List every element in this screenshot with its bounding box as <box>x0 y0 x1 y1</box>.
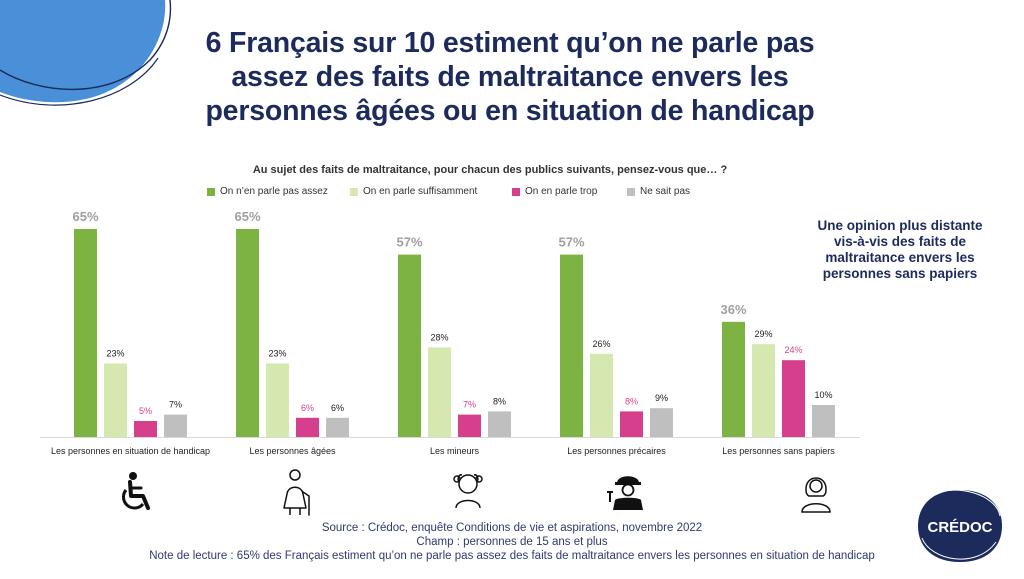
data-label: 8% <box>625 396 638 406</box>
data-label: 7% <box>169 400 182 410</box>
bar <box>782 360 805 437</box>
bar <box>650 408 673 437</box>
page-title: 6 Français sur 10 estiment qu’on ne parl… <box>150 26 870 128</box>
category-label: Les mineurs <box>430 446 480 456</box>
bar <box>620 411 643 437</box>
bar <box>590 353 613 437</box>
legend-swatch <box>350 187 358 196</box>
data-label: 9% <box>655 393 668 403</box>
chart-question: Au sujet des faits de maltraitance, pour… <box>252 164 728 176</box>
legend-label: On en parle suffisamment <box>363 186 478 197</box>
title-line: assez des faits de maltraitance envers l… <box>231 61 789 93</box>
data-label: 24% <box>784 345 802 355</box>
data-label: 65% <box>234 209 260 224</box>
worker-icon <box>603 468 653 516</box>
data-label: 7% <box>463 400 476 410</box>
category-label: Les personnes sans papiers <box>722 446 835 456</box>
bar <box>398 254 421 437</box>
category-label: Les personnes en situation de handicap <box>51 446 210 456</box>
bar <box>752 344 775 437</box>
data-label: 10% <box>814 390 832 400</box>
bar <box>458 414 481 437</box>
bar <box>74 229 97 437</box>
chart-legend: On n’en parle pas assez On en parle suff… <box>0 186 1024 204</box>
legend-label: On n’en parle pas assez <box>220 186 328 197</box>
bar <box>428 347 451 437</box>
data-label: 23% <box>268 348 286 358</box>
child-icon <box>443 468 493 516</box>
data-label: 36% <box>720 302 746 317</box>
bar <box>722 321 745 437</box>
data-label: 5% <box>139 406 152 416</box>
footer: Source : Crédoc, enquête Conditions de v… <box>0 521 1024 563</box>
elderly-person-icon <box>273 468 323 516</box>
data-label: 65% <box>72 209 98 224</box>
bar <box>266 363 289 437</box>
legend-label: On en parle trop <box>525 186 598 197</box>
bar-chart: 65% 23% 5% 7% Les personnes en situation de … <box>40 209 860 456</box>
legend-item: On n’en parle pas assez <box>207 186 328 197</box>
callout-line: Une opinion plus distante <box>817 218 983 233</box>
bar <box>104 363 127 437</box>
legend-item: On en parle trop <box>512 186 597 197</box>
legend-item: Ne sait pas <box>627 186 690 197</box>
data-label: 57% <box>396 235 422 250</box>
data-label: 57% <box>558 235 584 250</box>
callout-line: maltraitance envers les <box>825 250 975 265</box>
data-label: 26% <box>592 339 610 349</box>
callout-line: vis-à-vis des faits de <box>833 234 967 249</box>
logo-text: CRÉDOC <box>927 519 992 536</box>
bar <box>164 414 187 437</box>
data-label: 29% <box>754 329 772 339</box>
category-label: Les personnes âgées <box>249 446 336 456</box>
bar <box>236 229 259 437</box>
source-text: Source : Crédoc, enquête Conditions de v… <box>321 522 703 534</box>
bar <box>134 421 157 437</box>
data-label: 6% <box>301 403 314 413</box>
scope-text: Champ : personnes de 15 ans et plus <box>416 536 608 548</box>
wheelchair-icon <box>111 468 161 516</box>
bar <box>812 405 835 437</box>
corner-decoration <box>0 0 172 106</box>
data-label: 28% <box>430 332 448 342</box>
bar <box>296 417 319 437</box>
callout-line: personnes sans papiers <box>822 266 978 281</box>
data-label: 23% <box>106 348 124 358</box>
category-label: Les personnes précaires <box>567 446 666 456</box>
data-label: 6% <box>331 403 344 413</box>
reading-note: Note de lecture : 65% des Français estim… <box>149 550 875 562</box>
data-label: 8% <box>493 396 506 406</box>
bar <box>326 417 349 437</box>
credoc-logo: CRÉDOC <box>918 489 1002 562</box>
legend-swatch <box>627 187 635 196</box>
legend-swatch <box>512 187 520 196</box>
legend-label: Ne sait pas <box>640 186 691 197</box>
legend-item: On en parle suffisamment <box>350 186 477 197</box>
callout-text: Une opinion plus distante vis-à-vis des … <box>790 218 1010 282</box>
bar <box>560 254 583 437</box>
title-line: 6 Français sur 10 estiment qu’on ne parl… <box>205 27 815 59</box>
woman-icon <box>791 468 841 516</box>
bar <box>488 411 511 437</box>
legend-swatch <box>207 187 215 196</box>
title-line: personnes âgées ou en situation de handi… <box>205 95 815 127</box>
